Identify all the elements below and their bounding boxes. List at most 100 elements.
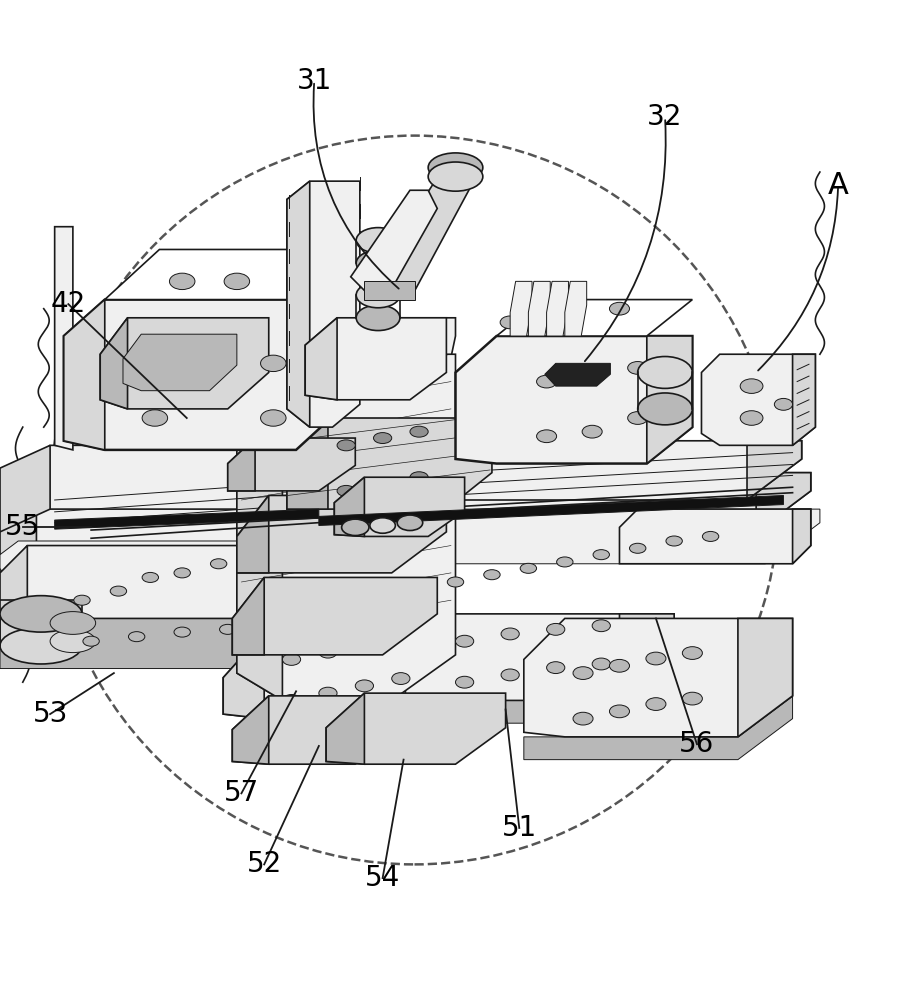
Polygon shape <box>747 441 802 500</box>
Ellipse shape <box>374 433 392 444</box>
Polygon shape <box>0 445 415 509</box>
Ellipse shape <box>537 430 557 443</box>
Polygon shape <box>0 500 36 573</box>
Ellipse shape <box>501 669 519 681</box>
Ellipse shape <box>501 628 519 640</box>
Ellipse shape <box>666 536 682 546</box>
Ellipse shape <box>247 551 263 561</box>
Polygon shape <box>305 318 446 400</box>
Ellipse shape <box>282 654 301 665</box>
Ellipse shape <box>282 694 301 706</box>
Ellipse shape <box>547 662 565 674</box>
Polygon shape <box>334 477 364 536</box>
Ellipse shape <box>428 162 483 191</box>
Polygon shape <box>287 181 360 427</box>
Polygon shape <box>0 546 364 618</box>
Ellipse shape <box>555 310 575 322</box>
Text: 51: 51 <box>502 814 537 842</box>
Text: 52: 52 <box>247 850 281 878</box>
Ellipse shape <box>646 698 666 710</box>
Ellipse shape <box>355 639 374 651</box>
Ellipse shape <box>740 379 763 393</box>
Text: 53: 53 <box>33 700 67 728</box>
Ellipse shape <box>500 316 520 329</box>
Polygon shape <box>0 482 415 546</box>
Ellipse shape <box>648 627 664 637</box>
Text: A: A <box>828 171 848 200</box>
Polygon shape <box>228 438 355 491</box>
Polygon shape <box>405 614 674 700</box>
Polygon shape <box>0 618 328 669</box>
Ellipse shape <box>682 692 702 705</box>
Ellipse shape <box>224 273 250 290</box>
Ellipse shape <box>466 668 482 678</box>
Ellipse shape <box>609 705 630 718</box>
Polygon shape <box>232 577 264 655</box>
Ellipse shape <box>356 282 400 308</box>
Ellipse shape <box>484 570 500 580</box>
Ellipse shape <box>374 478 392 489</box>
Ellipse shape <box>646 652 666 665</box>
Polygon shape <box>237 495 446 573</box>
Polygon shape <box>287 418 492 509</box>
Polygon shape <box>305 318 337 400</box>
Ellipse shape <box>319 687 337 699</box>
Ellipse shape <box>628 362 648 374</box>
Ellipse shape <box>50 630 96 653</box>
Polygon shape <box>510 281 532 336</box>
Ellipse shape <box>356 228 400 253</box>
Polygon shape <box>287 418 328 509</box>
Polygon shape <box>237 354 456 700</box>
Polygon shape <box>545 363 610 386</box>
Ellipse shape <box>573 712 593 725</box>
Ellipse shape <box>582 366 602 379</box>
Polygon shape <box>232 696 405 764</box>
Ellipse shape <box>740 411 763 425</box>
Ellipse shape <box>592 658 610 670</box>
Ellipse shape <box>265 621 281 631</box>
Polygon shape <box>232 577 437 655</box>
Ellipse shape <box>537 375 557 388</box>
Ellipse shape <box>774 398 793 410</box>
Polygon shape <box>360 509 820 564</box>
Ellipse shape <box>456 676 474 688</box>
Text: 57: 57 <box>224 779 259 807</box>
Polygon shape <box>528 281 550 336</box>
Ellipse shape <box>83 636 99 646</box>
Ellipse shape <box>609 659 630 672</box>
Ellipse shape <box>630 543 646 553</box>
Ellipse shape <box>602 636 619 646</box>
Polygon shape <box>793 509 811 564</box>
Polygon shape <box>223 632 264 719</box>
Ellipse shape <box>74 595 90 605</box>
Polygon shape <box>701 354 815 445</box>
Ellipse shape <box>110 586 127 596</box>
Polygon shape <box>237 318 456 637</box>
Ellipse shape <box>283 545 300 555</box>
Text: 55: 55 <box>5 513 40 541</box>
Ellipse shape <box>410 426 428 437</box>
Ellipse shape <box>142 572 159 582</box>
Polygon shape <box>237 495 269 573</box>
Polygon shape <box>372 163 474 300</box>
Polygon shape <box>456 336 692 464</box>
Polygon shape <box>0 445 50 532</box>
Polygon shape <box>0 541 401 600</box>
Polygon shape <box>619 509 811 564</box>
Polygon shape <box>351 190 437 297</box>
Ellipse shape <box>428 153 483 182</box>
Ellipse shape <box>320 541 336 551</box>
Ellipse shape <box>456 635 474 647</box>
Polygon shape <box>496 300 692 336</box>
Polygon shape <box>524 696 793 760</box>
Ellipse shape <box>261 410 286 426</box>
Text: 31: 31 <box>297 67 332 95</box>
Polygon shape <box>0 500 410 564</box>
Text: 32: 32 <box>648 103 682 131</box>
Ellipse shape <box>592 620 610 632</box>
Polygon shape <box>237 354 282 700</box>
Polygon shape <box>123 334 237 391</box>
Ellipse shape <box>557 650 573 660</box>
Ellipse shape <box>169 273 195 290</box>
Ellipse shape <box>370 518 395 533</box>
